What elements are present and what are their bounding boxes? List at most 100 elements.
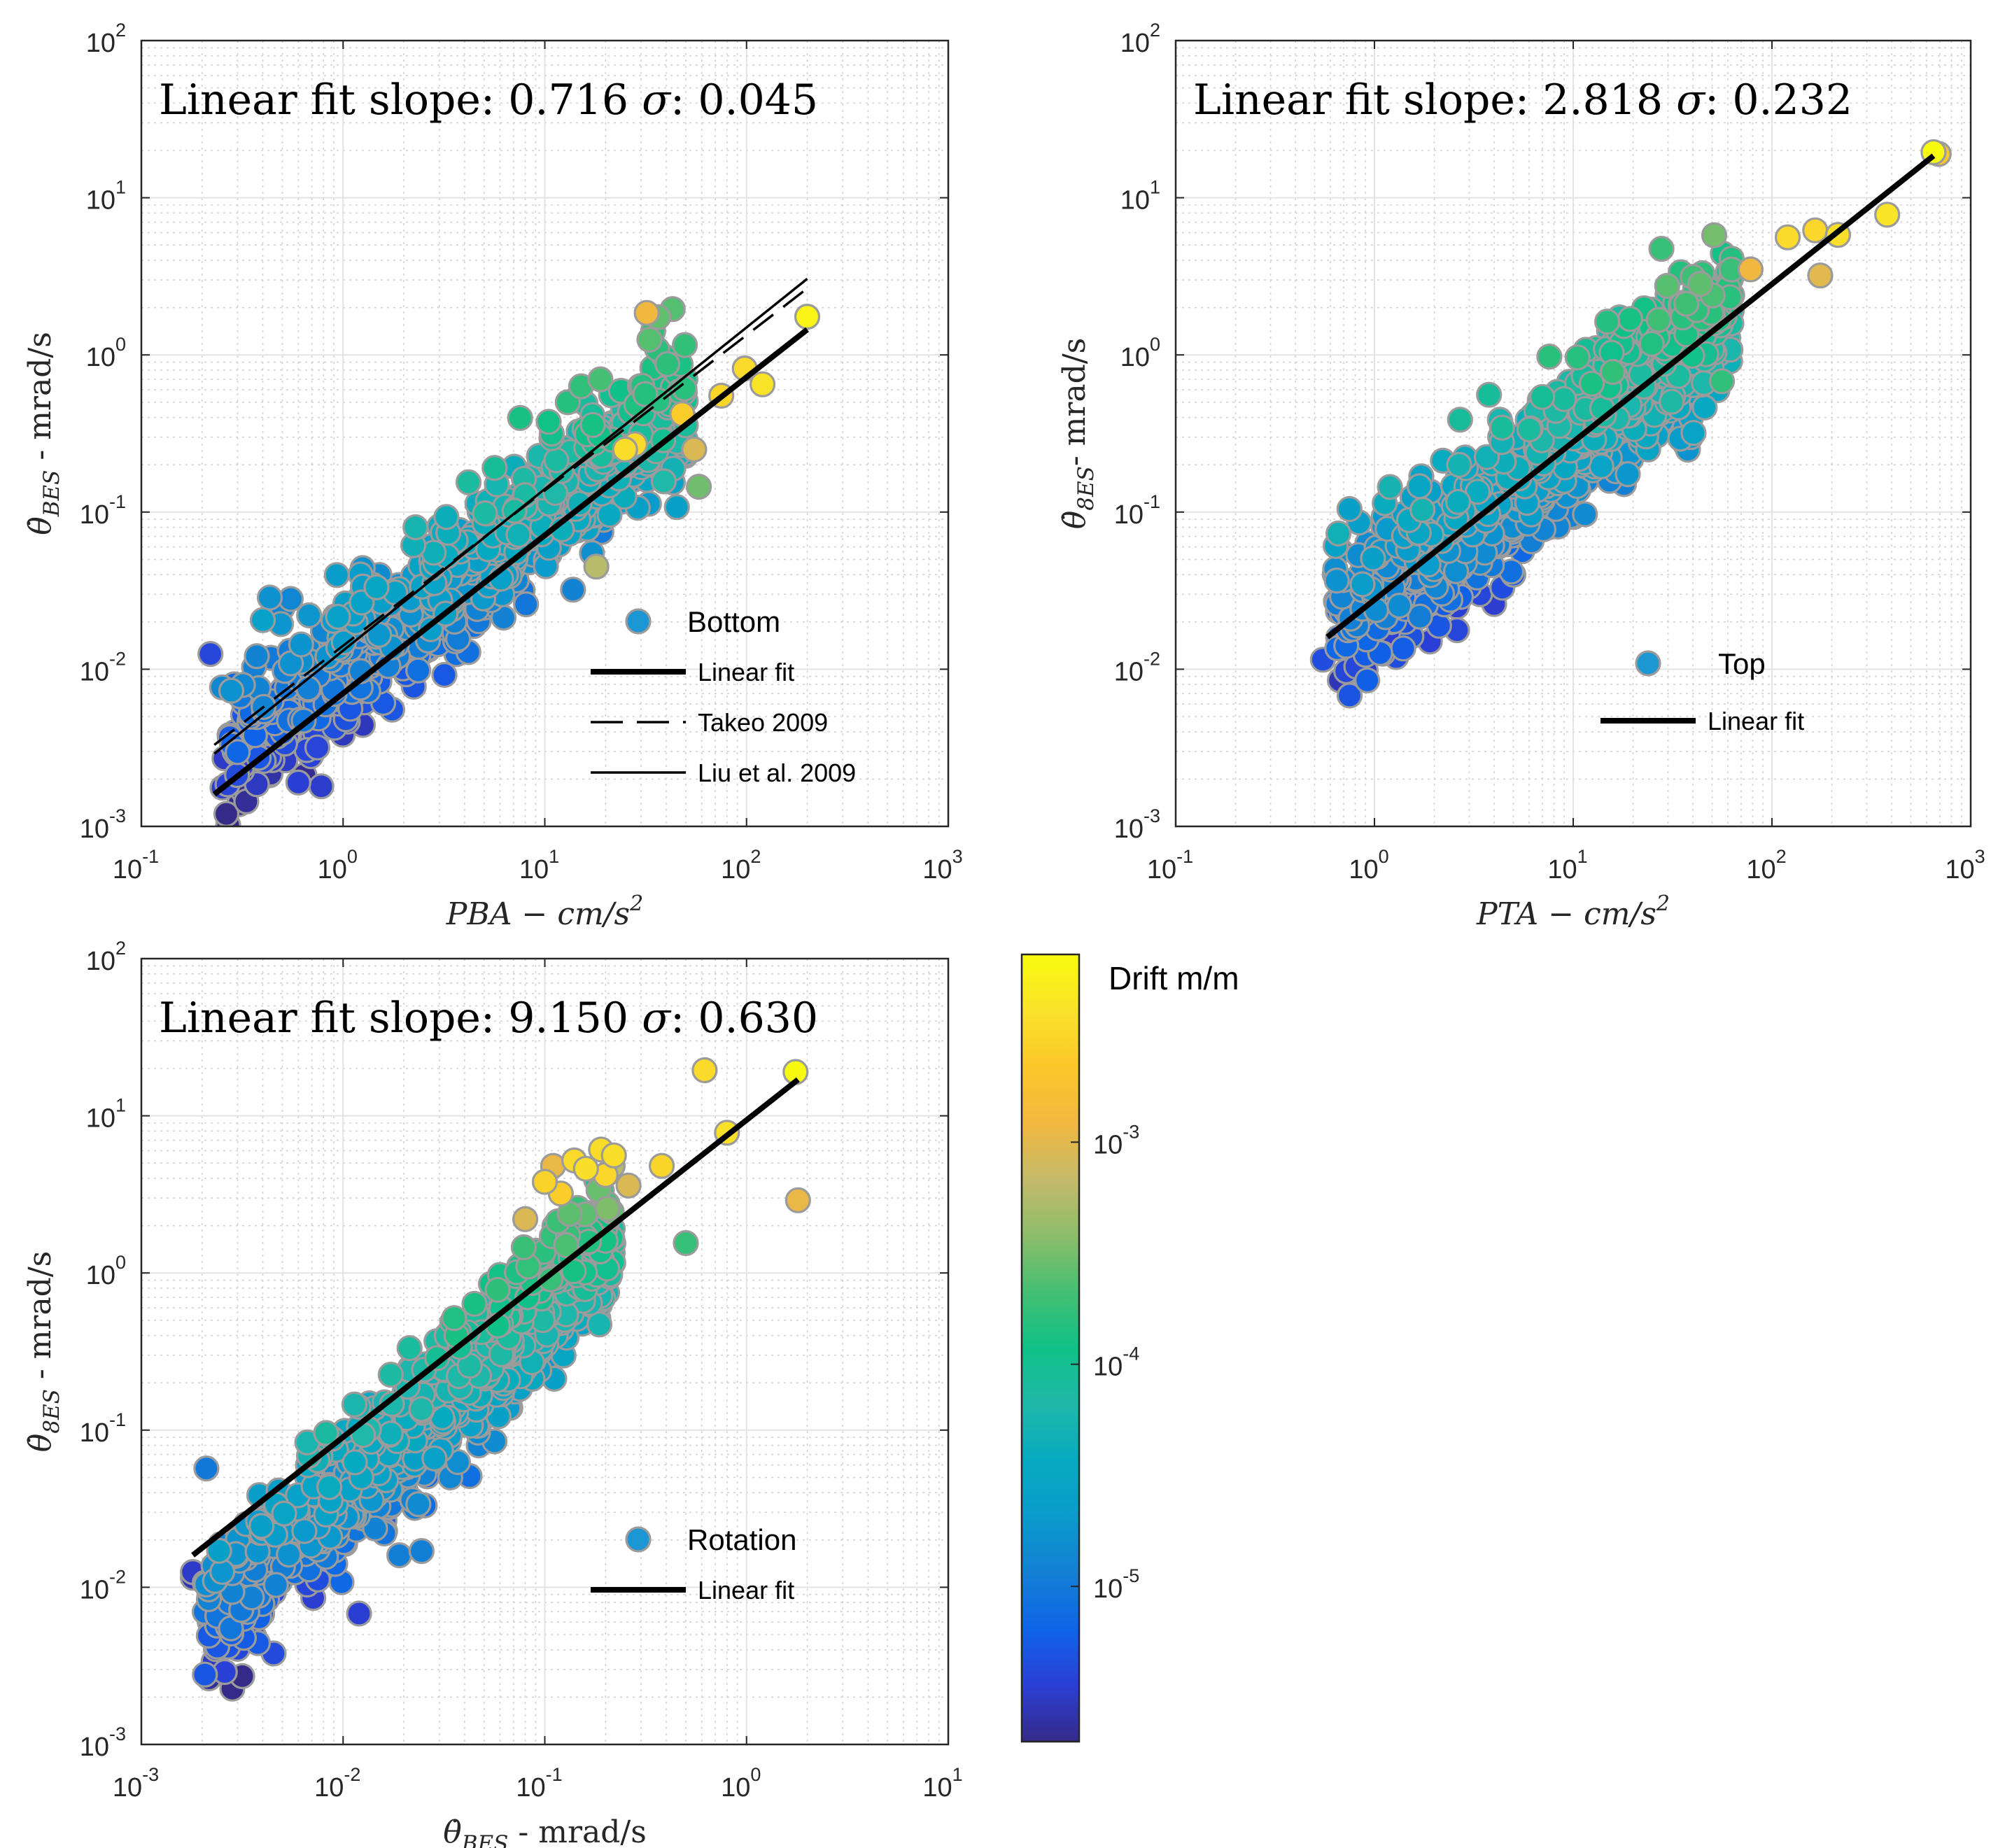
data-point — [304, 734, 331, 761]
x-tick-label: 10-1 — [1147, 846, 1193, 884]
y-axis-label: θ̇8ES - mrad/s — [22, 1251, 64, 1453]
y-axis-label: θ̇8ES- mrad/s — [1057, 338, 1099, 530]
grid — [1175, 40, 1971, 827]
data-point — [377, 1420, 404, 1447]
data-point — [262, 1572, 289, 1598]
data-point — [681, 436, 708, 463]
colorbar-gradient — [1020, 953, 1081, 1743]
x-tick-label: 100 — [318, 846, 358, 884]
data-point — [1572, 501, 1598, 528]
data-point — [673, 1229, 699, 1257]
data-point — [1599, 358, 1626, 386]
data-point — [206, 1537, 232, 1564]
data-point — [1406, 473, 1433, 500]
data-point — [615, 1172, 642, 1199]
colorbar-tick-label: 10-4 — [1093, 1343, 1139, 1382]
colorbar-tick-label: 10-3 — [1093, 1121, 1139, 1159]
panel-title: Linear fit slope: 0.716 σ: 0.045 — [159, 76, 818, 125]
data-point — [543, 447, 570, 474]
x-tick-label: 101 — [519, 846, 559, 884]
y-tick-label: 100 — [86, 334, 126, 372]
data-point — [1445, 488, 1472, 516]
data-point — [794, 304, 821, 330]
fit-lines — [191, 1077, 800, 1558]
data-point — [1648, 236, 1675, 262]
data-point — [650, 468, 677, 495]
data-point — [441, 1305, 467, 1332]
x-tick-label: 103 — [922, 846, 962, 884]
colorbar-label: Drift m/m — [1109, 960, 1239, 996]
data-point — [455, 469, 482, 495]
x-tick-label: 101 — [922, 1764, 962, 1803]
fit-lines — [212, 278, 809, 797]
tick-labels: 10-3 10-2 10-1 100 101 10-3 10-2 10-1 100 101 102 — [80, 938, 963, 1803]
data-point — [1687, 271, 1714, 297]
data-point — [785, 1187, 811, 1213]
grid — [141, 40, 949, 827]
data-point — [1594, 309, 1621, 335]
data-point — [1529, 383, 1556, 410]
data-point — [405, 657, 432, 684]
data-point — [685, 473, 712, 500]
data-point — [363, 574, 390, 601]
x-tick-label: 102 — [1746, 846, 1786, 884]
data-point — [244, 643, 270, 670]
data-point — [421, 1445, 448, 1472]
scatter-points — [1309, 139, 1952, 709]
y-tick-label: 101 — [86, 1095, 126, 1134]
data-point — [423, 1345, 451, 1371]
y-tick-label: 102 — [1120, 20, 1160, 58]
x-tick-label: 102 — [721, 846, 761, 884]
data-point — [1489, 414, 1515, 441]
data-point — [402, 514, 429, 541]
data-point — [1336, 495, 1363, 523]
data-point — [512, 1206, 539, 1232]
line-takeo-2009 — [213, 287, 808, 746]
data-point — [346, 1600, 372, 1627]
panel-title: Linear fit slope: 9.150 σ: 0.630 — [159, 994, 818, 1043]
data-point — [313, 1420, 339, 1446]
line-linear-fit — [1325, 153, 1936, 640]
panel-title: Linear fit slope: 2.818 σ: 0.232 — [1193, 76, 1852, 125]
data-point — [396, 1334, 423, 1362]
x-tick-label: 101 — [1547, 846, 1587, 884]
y-tick-label: 101 — [86, 177, 126, 216]
data-point — [587, 366, 614, 393]
data-point — [1390, 635, 1416, 662]
data-point — [323, 562, 350, 588]
data-point — [271, 1500, 297, 1527]
y-tick-label: 102 — [86, 20, 126, 58]
data-point — [572, 1155, 599, 1182]
data-point — [691, 1057, 718, 1084]
legend-label: Rotation — [687, 1523, 796, 1556]
data-point — [481, 455, 508, 481]
data-point — [560, 577, 586, 603]
data-point — [1551, 386, 1577, 412]
data-point — [341, 1391, 367, 1418]
data-point — [431, 661, 458, 689]
data-point — [636, 326, 663, 353]
y-tick-label: 101 — [1120, 177, 1160, 216]
data-point — [218, 677, 245, 704]
x-tick-label: 10-2 — [314, 1764, 360, 1803]
y-tick-label: 10-3 — [80, 1723, 126, 1762]
legend-marker-icon — [625, 1526, 652, 1553]
data-point — [1874, 202, 1901, 228]
legend-label: Linear fit — [698, 1576, 794, 1604]
legend: Top Linear fit — [1601, 647, 1804, 735]
data-point — [1654, 272, 1680, 299]
data-point — [600, 1142, 627, 1169]
line-linear-fit — [212, 327, 809, 797]
data-point — [433, 504, 460, 530]
y-tick-label: 10-1 — [80, 491, 126, 530]
data-point — [648, 1152, 675, 1179]
data-point — [461, 1290, 488, 1317]
data-point — [671, 332, 698, 358]
x-tick-label: 10-1 — [113, 846, 159, 884]
data-point — [1564, 344, 1591, 371]
line-linear-fit — [191, 1077, 800, 1558]
data-point — [1536, 344, 1563, 370]
data-point — [362, 1515, 388, 1542]
y-tick-label: 10-2 — [1114, 648, 1160, 686]
data-point — [1386, 592, 1413, 619]
